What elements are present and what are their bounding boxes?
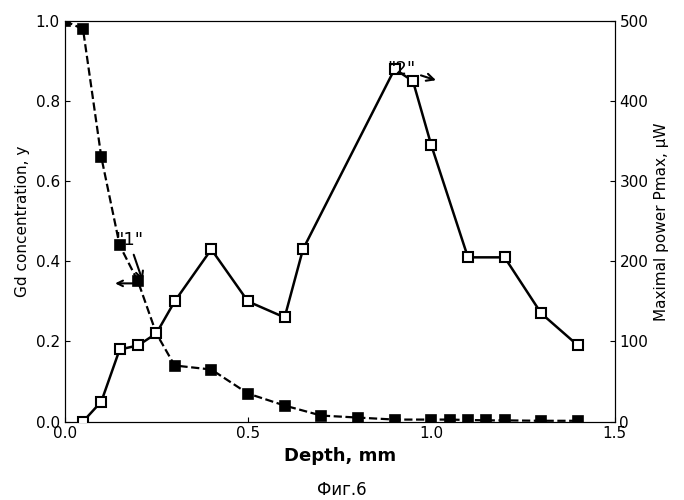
- Y-axis label: Maximal power Pmax, μW: Maximal power Pmax, μW: [654, 122, 669, 320]
- Y-axis label: Gd concentration, y: Gd concentration, y: [15, 146, 30, 297]
- Text: "2": "2": [387, 60, 434, 80]
- Text: "1": "1": [115, 232, 143, 278]
- Text: Фиг.6: Фиг.6: [317, 481, 367, 499]
- X-axis label: Depth, mm: Depth, mm: [284, 447, 395, 465]
